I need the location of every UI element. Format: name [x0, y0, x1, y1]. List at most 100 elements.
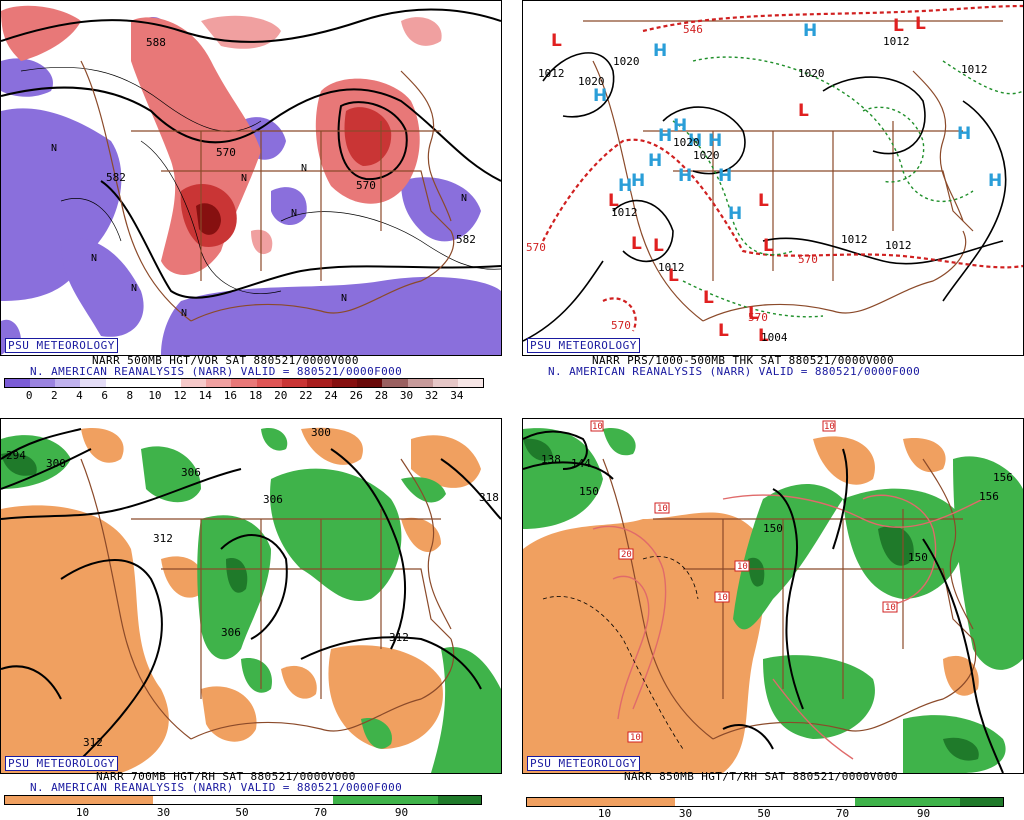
- colorbar-tick-label: 8: [126, 389, 134, 402]
- colorbar-segment: [527, 798, 675, 806]
- colorbar-swatch: [30, 379, 56, 387]
- colorbar-swatch: [181, 379, 207, 387]
- colorbar-swatch: [231, 379, 257, 387]
- map-boundaries: [80, 60, 455, 322]
- contour-label: 588: [146, 36, 166, 49]
- colorbar-tick-label: 10: [597, 807, 612, 820]
- map-boundaries: [602, 458, 977, 740]
- isobar-label: 1012: [961, 63, 988, 76]
- contour-labels: 588 570 582 570 582: [106, 36, 476, 246]
- contour-label: 300: [311, 426, 331, 439]
- contour-label: 156: [993, 471, 1013, 484]
- colorbar-tick-label: 30: [399, 389, 414, 402]
- contour-label: 582: [456, 233, 476, 246]
- colorbar-swatch: [281, 379, 307, 387]
- temperature-labels: 10 10 20 10 10 10 10 10: [592, 422, 896, 743]
- colorbar-tick-label: 70: [313, 806, 328, 819]
- psu-meteorology-badge: PSU METEOROLOGY: [527, 756, 640, 771]
- high-pressure-symbol: H: [728, 204, 742, 224]
- caption-line-1: NARR 850MB HGT/T/RH SAT 880521/0000V000: [624, 770, 898, 783]
- colorbar-swatch: [105, 379, 131, 387]
- svg-text:N: N: [301, 163, 307, 174]
- low-pressure-symbol: L: [748, 304, 759, 324]
- temp-label: 10: [824, 422, 835, 432]
- high-pressure-symbol: H: [688, 131, 702, 151]
- map-boundaries: [583, 20, 1003, 322]
- colorbar-swatch: [130, 379, 156, 387]
- temp-label: 10: [717, 593, 728, 603]
- low-pressure-symbol: L: [718, 321, 729, 341]
- low-pressure-symbol: L: [653, 236, 664, 256]
- isobar-label: 1012: [883, 35, 910, 48]
- height-contours: [523, 430, 1004, 773]
- colorbar-swatch: [306, 379, 333, 387]
- colorbar-swatch: [432, 379, 458, 387]
- dashed-contours: [542, 556, 699, 750]
- high-pressure-symbol: H: [678, 166, 692, 186]
- colorbar-swatch: [206, 379, 232, 387]
- temp-label: 10: [737, 562, 748, 572]
- low-pressure-symbol: L: [763, 236, 774, 256]
- vorticity-map-svg: N N N N N N N N N 588 570 582 570 582: [1, 5, 501, 355]
- colorbar-tick-label: 4: [76, 389, 83, 402]
- colorbar-segment: [960, 798, 1003, 806]
- svg-text:N: N: [51, 143, 57, 154]
- colorbar-tick-label: 10: [148, 389, 162, 402]
- temp-label-boxes: [590, 420, 898, 743]
- dry-areas: [523, 436, 979, 773]
- contour-label: 156: [979, 490, 999, 503]
- colorbar-tick-label: 20: [274, 389, 288, 402]
- colorbar-tick-label: 10: [75, 806, 90, 819]
- panel-500mb-vorticity: N N N N N N N N N 588 570 582 570 582 PSU METE…: [0, 0, 512, 410]
- map-boundaries: [80, 458, 455, 740]
- contour-label: 306: [263, 493, 283, 506]
- thickness-contours-warm: [542, 4, 1023, 332]
- caption-line-1: NARR 500MB HGT/VOR SAT 880521/0000V000: [92, 354, 359, 367]
- svg-text:N: N: [131, 283, 137, 294]
- high-pressure-symbol: H: [631, 171, 645, 191]
- caption-line-2: N. AMERICAN REANALYSIS (NARR) VALID = 88…: [30, 365, 403, 378]
- vorticity-colorbar-ticks: 0 2 4 6 8 10 12 14 16 18 20 22 24 26 28 30 32 34: [4, 389, 482, 402]
- thickness-contours-cold: [672, 56, 1023, 318]
- colorbar-segment: [5, 796, 153, 804]
- high-pressure-symbol: H: [957, 124, 971, 144]
- psu-meteorology-badge: PSU METEOROLOGY: [5, 756, 118, 771]
- colorbar-tick-label: 90: [394, 806, 409, 819]
- colorbar-swatch: [5, 379, 31, 387]
- rh-colorbar-ticks: 10 30 50 70 90: [4, 806, 480, 819]
- colorbar-tick-label: 16: [223, 389, 238, 402]
- map-500mb: N N N N N N N N N 588 570 582 570 582 PSU METE…: [0, 0, 502, 356]
- colorbar-segment: [333, 796, 439, 804]
- contour-label: 150: [763, 522, 783, 535]
- colorbar-swatch: [332, 379, 358, 387]
- svg-text:N: N: [241, 173, 247, 184]
- contour-label: 306: [181, 466, 201, 479]
- vorticity-colorbar: [4, 378, 484, 388]
- contour-label: 150: [908, 551, 928, 564]
- panel-700mb-rh: 294 300 306 300 306 312 318 306 312 312 …: [0, 418, 512, 819]
- colorbar-swatch: [407, 379, 433, 387]
- colorbar-swatch: [55, 379, 81, 387]
- colorbar-swatch: [256, 379, 282, 387]
- temp-label: 10: [592, 422, 603, 432]
- contour-label: 318: [479, 491, 499, 504]
- colorbar-tick-label: 24: [324, 389, 338, 402]
- high-pressure-symbol: H: [673, 116, 687, 136]
- thickness-label: 546: [683, 23, 703, 36]
- colorbar-tick-label: 2: [51, 389, 58, 402]
- moist-areas: [1, 428, 501, 773]
- psu-meteorology-badge: PSU METEOROLOGY: [5, 338, 118, 353]
- isobar-label: 1020: [673, 136, 700, 149]
- caption-line-2: N. AMERICAN REANALYSIS (NARR) VALID = 88…: [548, 365, 921, 378]
- contour-labels: 294 300 306 300 306 312 318 306 312 312: [6, 426, 499, 749]
- high-pressure-symbol: H: [653, 41, 667, 61]
- contour-label: 312: [389, 631, 409, 644]
- moist-areas: [523, 428, 1023, 773]
- low-pressure-symbol: L: [798, 101, 809, 121]
- high-pressure-symbol: H: [718, 166, 732, 186]
- low-pressure-symbol: L: [915, 14, 926, 34]
- isobar-label: 1004: [761, 331, 788, 344]
- map-pressure-thickness: H H H H H H H H H H H H H H H L L L L L: [522, 0, 1024, 356]
- panel-850mb-t-rh: 10 10 20 10 10 10 10 10 138 144 150 150 …: [512, 418, 1024, 820]
- thickness-labels: 546 570 570 570 570: [526, 23, 818, 332]
